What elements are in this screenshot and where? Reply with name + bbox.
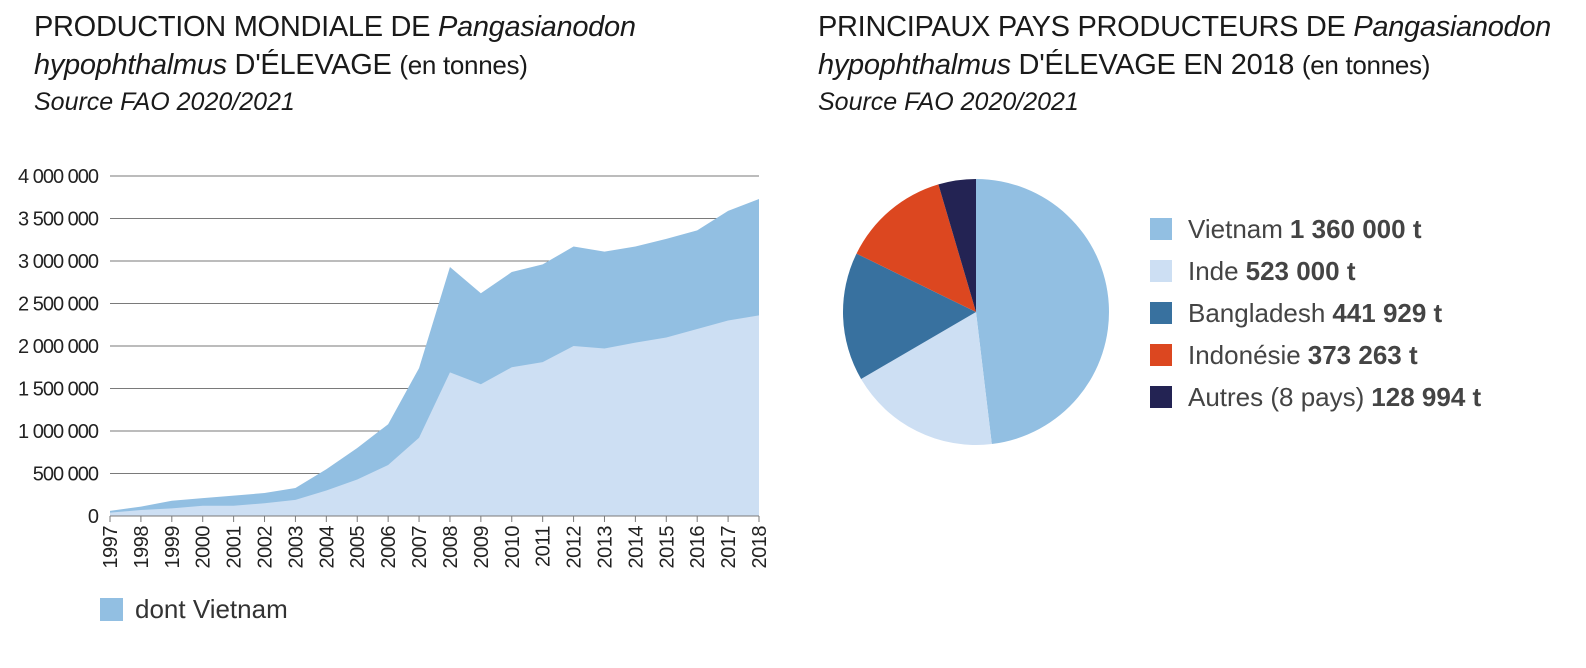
pie-legend-value: 128 994 t	[1371, 381, 1482, 412]
area-chart-source: Source FAO 2020/2021	[34, 88, 295, 116]
x-tick-label: 2010	[502, 526, 524, 569]
y-tick-label: 2 500 000	[18, 294, 99, 316]
pie-legend-value: 523 000 t	[1245, 255, 1356, 286]
x-tick-label: 2001	[224, 526, 246, 569]
x-tick-label: 2013	[594, 526, 616, 569]
area-chart-title-species: Pangasianodon hypophthalmus	[34, 11, 636, 81]
x-tick-label: 1997	[100, 526, 122, 569]
area-chart-legend: dont Vietnam	[100, 594, 288, 625]
pie-slice-vietnam	[976, 179, 1110, 445]
area-chart: 0 500 000 1 000 000 1 500 000 2 000 000 2 500…	[18, 166, 771, 569]
area-chart-title-part2: D'ÉLEVAGE	[226, 49, 400, 81]
area-legend-swatch	[100, 598, 123, 621]
pie-chart-title-part1: PRINCIPAUX PAYS PRODUCTEURS DE	[818, 11, 1354, 43]
x-tick-label: 2012	[564, 526, 586, 569]
x-tick-label: 1999	[162, 526, 184, 569]
x-tick-label: 2014	[625, 526, 647, 569]
x-tick-label: 2018	[749, 526, 771, 569]
area-series-vietnam	[110, 315, 759, 516]
x-tick-label: 2006	[378, 526, 400, 569]
x-tick-label: 2004	[316, 526, 338, 569]
pie-legend-swatch	[1150, 386, 1172, 408]
pie-chart	[843, 179, 1110, 446]
pie-chart-title-unit: (en tonnes)	[1301, 50, 1431, 80]
x-tick-label: 2009	[471, 526, 493, 569]
pie-legend-label: Indonésie	[1188, 339, 1301, 370]
x-tick-label: 2011	[533, 526, 555, 567]
pie-slice-inde	[861, 312, 992, 446]
x-tick-label: 2000	[193, 526, 215, 569]
pie-legend-item: Autres (8 pays) 128 994 t	[1150, 376, 1481, 418]
area-legend-label: dont Vietnam	[135, 594, 288, 624]
pie-chart-source: Source FAO 2020/2021	[818, 88, 1079, 116]
pie-legend-label: Bangladesh	[1188, 297, 1326, 328]
x-tick-label: 2008	[440, 526, 462, 569]
pie-slice-indon-sie	[856, 184, 976, 312]
x-tick-label: 2002	[255, 526, 277, 569]
pie-legend-swatch	[1150, 302, 1172, 324]
y-tick-label: 3 000 000	[18, 251, 99, 273]
x-tick-label: 2016	[687, 526, 709, 569]
x-tick-label: 2017	[718, 526, 740, 569]
pie-legend-swatch	[1150, 344, 1172, 366]
y-tick-label: 1 000 000	[18, 421, 99, 443]
x-tick-label: 1998	[131, 526, 153, 569]
pie-legend-item: Indonésie 373 263 t	[1150, 334, 1481, 376]
pie-legend-label: Inde	[1188, 255, 1239, 286]
pie-legend-label: Autres (8 pays)	[1188, 381, 1365, 412]
pie-legend-label: Vietnam	[1188, 213, 1283, 244]
y-tick-label: 1 500 000	[18, 379, 99, 401]
x-tick-label: 2015	[656, 526, 678, 569]
pie-legend-swatch	[1150, 218, 1172, 240]
y-tick-label: 3 500 000	[18, 209, 99, 231]
pie-chart-title: PRINCIPAUX PAYS PRODUCTEURS DE Pangasian…	[818, 8, 1578, 84]
area-chart-title-unit: (en tonnes)	[399, 50, 528, 80]
pie-slice-bangladesh	[843, 253, 976, 379]
pie-legend-swatch	[1150, 260, 1172, 282]
pie-chart-legend: Vietnam 1 360 000 t Inde 523 000 t Banglades…	[1150, 208, 1481, 418]
pie-legend-value: 1 360 000 t	[1289, 213, 1422, 244]
y-tick-label: 0	[88, 506, 99, 528]
x-tick-label: 2007	[409, 526, 431, 569]
pie-legend-item: Vietnam 1 360 000 t	[1150, 208, 1481, 250]
y-tick-label: 500 000	[33, 464, 99, 486]
x-tick-label: 2003	[285, 526, 307, 569]
pie-legend-value: 441 929 t	[1332, 297, 1443, 328]
pie-chart-title-species: Pangasianodon hypophthalmus	[818, 11, 1552, 81]
x-tick-label: 2005	[347, 526, 369, 569]
pie-chart-title-part2: D'ÉLEVAGE EN 2018	[1010, 49, 1302, 81]
area-chart-title-part1: PRODUCTION MONDIALE DE	[34, 11, 438, 43]
y-tick-label: 2 000 000	[18, 336, 99, 358]
y-tick-label: 4 000 000	[18, 166, 99, 188]
pie-legend-value: 373 263 t	[1307, 339, 1418, 370]
area-chart-title: PRODUCTION MONDIALE DE Pangasianodon hyp…	[34, 8, 774, 84]
pie-legend-item: Bangladesh 441 929 t	[1150, 292, 1481, 334]
pie-legend-item: Inde 523 000 t	[1150, 250, 1481, 292]
pie-slice-autres-8-pays	[938, 179, 976, 312]
